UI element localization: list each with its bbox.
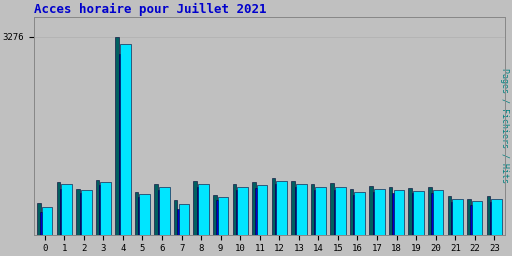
Bar [452, 199, 463, 234]
Bar [41, 207, 52, 234]
Bar [120, 44, 131, 234]
Bar [276, 181, 287, 234]
Bar [350, 189, 353, 234]
Bar [61, 184, 72, 234]
Bar [81, 190, 92, 234]
Bar [334, 190, 336, 234]
Bar [433, 190, 443, 234]
Bar [314, 190, 316, 234]
Bar [294, 187, 297, 234]
Bar [315, 187, 326, 234]
Bar [96, 179, 99, 234]
Bar [447, 196, 451, 234]
Bar [335, 187, 346, 234]
Bar [413, 191, 424, 234]
Bar [451, 202, 453, 234]
Bar [492, 199, 502, 234]
Bar [369, 186, 373, 234]
Bar [291, 181, 295, 234]
Bar [158, 190, 160, 234]
Bar [472, 201, 482, 234]
Bar [490, 202, 493, 234]
Bar [255, 188, 258, 234]
Bar [119, 55, 121, 234]
Bar [232, 184, 236, 234]
Bar [428, 187, 432, 234]
Bar [197, 187, 199, 234]
Bar [194, 181, 197, 234]
Bar [392, 193, 395, 234]
Bar [217, 200, 219, 234]
Bar [471, 205, 473, 234]
Bar [272, 178, 275, 234]
Bar [487, 196, 490, 234]
Bar [57, 182, 60, 234]
Bar [330, 183, 334, 234]
Bar [115, 37, 119, 234]
Bar [409, 188, 412, 234]
Bar [100, 182, 111, 234]
Bar [76, 189, 80, 234]
Bar [60, 189, 62, 234]
Bar [155, 184, 158, 234]
Bar [374, 189, 385, 234]
Bar [99, 185, 101, 234]
Bar [37, 203, 40, 234]
Bar [432, 193, 434, 234]
Bar [373, 192, 375, 234]
Bar [135, 191, 138, 234]
Bar [353, 195, 355, 234]
Bar [177, 209, 180, 234]
Bar [138, 197, 140, 234]
Bar [174, 200, 178, 234]
Bar [179, 204, 189, 234]
Bar [412, 194, 414, 234]
Bar [213, 195, 217, 234]
Bar [252, 182, 255, 234]
Bar [257, 185, 267, 234]
Bar [40, 211, 43, 234]
Y-axis label: Pages / Fichiers / Hits: Pages / Fichiers / Hits [500, 68, 509, 183]
Bar [237, 187, 248, 234]
Bar [311, 184, 314, 234]
Bar [296, 184, 307, 234]
Bar [354, 192, 365, 234]
Bar [394, 190, 404, 234]
Bar [275, 184, 278, 234]
Text: Acces horaire pour Juillet 2021: Acces horaire pour Juillet 2021 [34, 3, 267, 16]
Bar [236, 190, 238, 234]
Bar [198, 184, 209, 234]
Bar [389, 187, 393, 234]
Bar [467, 199, 471, 234]
Bar [159, 187, 170, 234]
Bar [218, 197, 228, 234]
Bar [139, 194, 150, 234]
Bar [79, 193, 82, 234]
